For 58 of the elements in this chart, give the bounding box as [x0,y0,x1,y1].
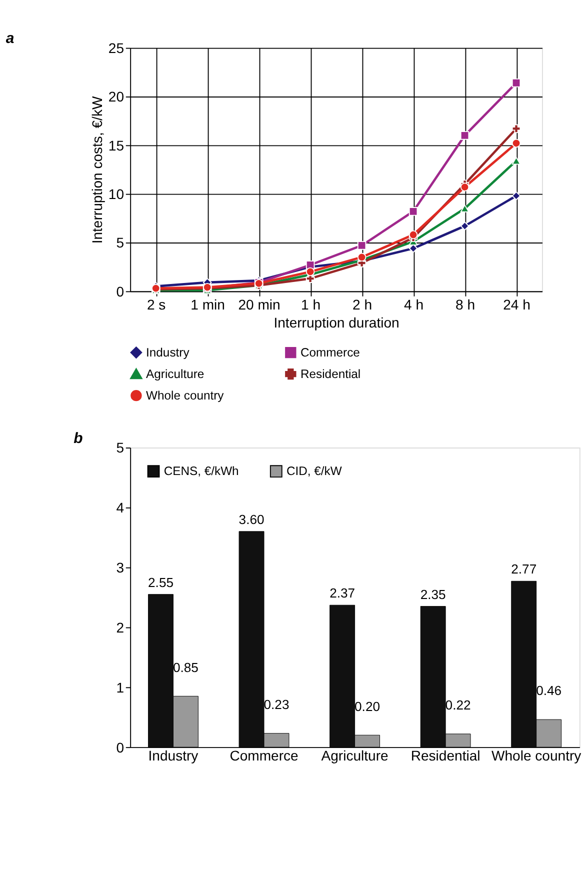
x-tick-label: 20 min [238,296,280,312]
x-tick-label: 24 h [503,296,530,312]
chart-title: a [6,30,14,48]
point [357,252,366,262]
text: 3.60 [238,512,264,527]
x-tick-label: 4 h [404,296,424,312]
y-tick-label: 25 [108,40,124,56]
y-tick-label: 10 [108,186,124,202]
y-tick-label: 5 [116,440,124,456]
legend-label: Whole country [146,388,225,402]
legend-label: Commerce [300,345,360,360]
x-tick-label: 8 h [455,296,475,312]
legend-label: CENS, €/kWh [164,464,239,478]
y-tick-label: 3 [116,560,124,576]
y-tick-label: 15 [108,137,124,154]
x-tick-label: Residential [410,748,480,764]
x-tick-label: Agriculture [321,748,389,764]
text: 0.46 [536,683,562,698]
point [357,241,366,250]
chart-title: b [74,430,83,447]
legend-label: Residential [300,366,361,381]
point [512,191,521,200]
x-tick-label: Whole country [491,748,582,764]
x-tick-label: 1 h [301,296,321,312]
point [460,222,470,230]
text: 2.35 [420,586,446,602]
x-tick-label: 2 h [352,296,372,312]
x-axis-title: Interruption duration [274,314,400,330]
legend-label: Industry [146,345,190,360]
point [512,138,521,148]
point [408,244,418,253]
point [408,207,418,216]
y-tick-label: 2 [116,619,124,636]
text: 0.20 [354,698,380,714]
x-tick-label: 1 min [190,296,225,312]
legend-label: Agriculture [146,366,204,381]
x-tick-label: Industry [148,748,198,764]
text: 2.37 [330,586,356,601]
text: 2.77 [511,562,537,577]
point [512,78,521,88]
point [408,230,418,240]
point [306,267,315,276]
y-tick-label: 20 [108,88,124,105]
x-tick-label: 2 s [146,296,166,312]
y-tick-label: 0 [116,739,124,756]
y-tick-label: 4 [116,500,124,516]
text: 0.23 [264,696,290,712]
point [512,124,521,134]
text: 0.85 [172,660,198,675]
y-tick-label: 0 [116,283,124,300]
y-tick-label: 1 [116,679,124,696]
text: 2.55 [148,574,174,590]
point [460,182,470,192]
x-tick-label: Commerce [230,748,299,764]
y-axis-title: Interruption costs, €/kW [88,96,105,244]
point [460,131,470,140]
y-tick-label: 5 [116,234,124,251]
legend-label: CID, €/kW [286,464,342,478]
